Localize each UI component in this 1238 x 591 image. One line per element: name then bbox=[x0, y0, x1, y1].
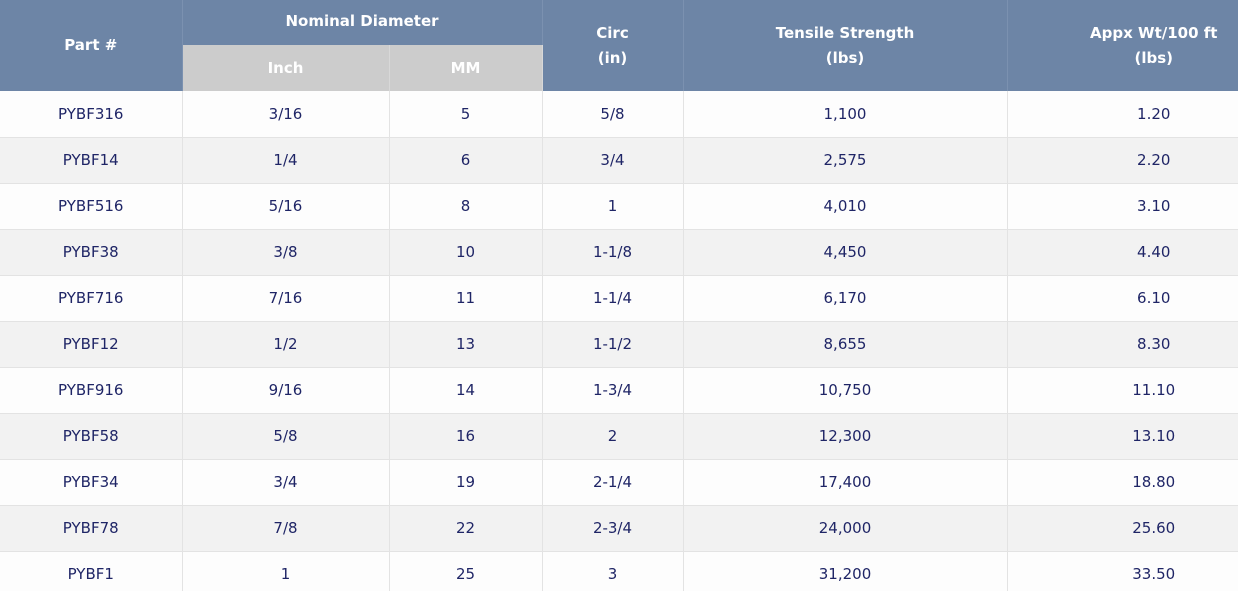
cell-inch: 3/16 bbox=[182, 91, 390, 138]
cell-inch: 5/8 bbox=[182, 413, 390, 460]
cell-part: PYBF516 bbox=[0, 183, 183, 230]
header-weight: Appx Wt/100 ft (lbs) bbox=[1007, 0, 1238, 91]
table-header: Part # Nominal Diameter Circ (in) Tensil… bbox=[0, 0, 1238, 91]
cell-part: PYBF38 bbox=[0, 229, 183, 276]
header-tensile-unit: (lbs) bbox=[825, 48, 865, 67]
cell-part: PYBF1 bbox=[0, 551, 183, 591]
cell-tensile: 4,010 bbox=[683, 183, 1008, 230]
header-weight-unit: (lbs) bbox=[1134, 48, 1174, 67]
cell-tensile: 12,300 bbox=[683, 413, 1008, 460]
header-mm: MM bbox=[389, 45, 543, 91]
cell-inch: 9/16 bbox=[182, 367, 390, 414]
cell-mm: 19 bbox=[389, 459, 543, 506]
cell-part: PYBF916 bbox=[0, 367, 183, 414]
cell-weight: 8.30 bbox=[1007, 321, 1238, 368]
subheader-row: Inch MM bbox=[0, 45, 1238, 91]
cell-inch: 3/8 bbox=[182, 229, 390, 276]
cell-weight: 11.10 bbox=[1007, 367, 1238, 414]
header-circ-label: Circ bbox=[596, 23, 629, 42]
cell-tensile: 24,000 bbox=[683, 505, 1008, 552]
header-circ: Circ (in) bbox=[542, 0, 684, 91]
cell-weight: 25.60 bbox=[1007, 505, 1238, 552]
cell-part: PYBF716 bbox=[0, 275, 183, 322]
cell-tensile: 2,575 bbox=[683, 137, 1008, 184]
cell-mm: 5 bbox=[389, 91, 543, 138]
cell-mm: 13 bbox=[389, 321, 543, 368]
table-row: PYBF12 1/2 13 1-1/2 8,655 8.30 bbox=[0, 321, 1238, 368]
cell-weight: 4.40 bbox=[1007, 229, 1238, 276]
table-row: PYBF316 3/16 5 5/8 1,100 1.20 bbox=[0, 91, 1238, 138]
header-tensile-strength: Tensile Strength (lbs) bbox=[683, 0, 1008, 91]
header-inch: Inch bbox=[182, 45, 390, 91]
cell-mm: 11 bbox=[389, 275, 543, 322]
cell-tensile: 4,450 bbox=[683, 229, 1008, 276]
cell-part: PYBF12 bbox=[0, 321, 183, 368]
cell-circ: 1-1/8 bbox=[542, 229, 684, 276]
cell-weight: 13.10 bbox=[1007, 413, 1238, 460]
cell-weight: 6.10 bbox=[1007, 275, 1238, 322]
cell-part: PYBF14 bbox=[0, 137, 183, 184]
table-row: PYBF916 9/16 14 1-3/4 10,750 11.10 bbox=[0, 367, 1238, 414]
cell-tensile: 10,750 bbox=[683, 367, 1008, 414]
cell-circ: 3 bbox=[542, 551, 684, 591]
cell-inch: 1/2 bbox=[182, 321, 390, 368]
cell-mm: 14 bbox=[389, 367, 543, 414]
table-row: PYBF58 5/8 16 2 12,300 13.10 bbox=[0, 413, 1238, 460]
cell-mm: 16 bbox=[389, 413, 543, 460]
header-weight-label: Appx Wt/100 ft bbox=[1090, 23, 1218, 42]
table-row: PYBF1 1 25 3 31,200 33.50 bbox=[0, 551, 1238, 591]
cell-circ: 2-1/4 bbox=[542, 459, 684, 506]
cell-inch: 5/16 bbox=[182, 183, 390, 230]
table-row: PYBF34 3/4 19 2-1/4 17,400 18.80 bbox=[0, 459, 1238, 506]
cell-inch: 1/4 bbox=[182, 137, 390, 184]
cell-circ: 2-3/4 bbox=[542, 505, 684, 552]
header-tensile-label: Tensile Strength bbox=[775, 23, 915, 42]
table-row: PYBF516 5/16 8 1 4,010 3.10 bbox=[0, 183, 1238, 230]
cell-tensile: 6,170 bbox=[683, 275, 1008, 322]
cell-mm: 22 bbox=[389, 505, 543, 552]
cell-weight: 33.50 bbox=[1007, 551, 1238, 591]
cell-circ: 3/4 bbox=[542, 137, 684, 184]
cell-part: PYBF316 bbox=[0, 91, 183, 138]
cell-mm: 10 bbox=[389, 229, 543, 276]
cell-tensile: 17,400 bbox=[683, 459, 1008, 506]
cell-inch: 7/8 bbox=[182, 505, 390, 552]
cell-mm: 25 bbox=[389, 551, 543, 591]
cell-inch: 1 bbox=[182, 551, 390, 591]
table-row: PYBF78 7/8 22 2-3/4 24,000 25.60 bbox=[0, 505, 1238, 552]
cell-tensile: 1,100 bbox=[683, 91, 1008, 138]
header-circ-unit: (in) bbox=[597, 48, 628, 67]
cell-circ: 1-3/4 bbox=[542, 367, 684, 414]
table-body: PYBF316 3/16 5 5/8 1,100 1.20 PYBF14 1/4 6 3/4 2,5… bbox=[0, 91, 1238, 591]
cell-mm: 6 bbox=[389, 137, 543, 184]
cell-weight: 18.80 bbox=[1007, 459, 1238, 506]
cell-weight: 1.20 bbox=[1007, 91, 1238, 138]
cell-circ: 1 bbox=[542, 183, 684, 230]
header-nominal-diameter: Nominal Diameter bbox=[182, 0, 543, 45]
cell-part: PYBF58 bbox=[0, 413, 183, 460]
cell-tensile: 8,655 bbox=[683, 321, 1008, 368]
cell-inch: 7/16 bbox=[182, 275, 390, 322]
cell-circ: 5/8 bbox=[542, 91, 684, 138]
cell-weight: 2.20 bbox=[1007, 137, 1238, 184]
cell-tensile: 31,200 bbox=[683, 551, 1008, 591]
table-row: PYBF716 7/16 11 1-1/4 6,170 6.10 bbox=[0, 275, 1238, 322]
cell-circ: 2 bbox=[542, 413, 684, 460]
header-row: Part # Nominal Diameter Circ (in) Tensil… bbox=[0, 0, 1238, 91]
cell-weight: 3.10 bbox=[1007, 183, 1238, 230]
cell-part: PYBF34 bbox=[0, 459, 183, 506]
cell-inch: 3/4 bbox=[182, 459, 390, 506]
table-row: PYBF38 3/8 10 1-1/8 4,450 4.40 bbox=[0, 229, 1238, 276]
cell-mm: 8 bbox=[389, 183, 543, 230]
cell-circ: 1-1/2 bbox=[542, 321, 684, 368]
cell-circ: 1-1/4 bbox=[542, 275, 684, 322]
header-part: Part # bbox=[0, 0, 183, 91]
table-row: PYBF14 1/4 6 3/4 2,575 2.20 bbox=[0, 137, 1238, 184]
cell-part: PYBF78 bbox=[0, 505, 183, 552]
